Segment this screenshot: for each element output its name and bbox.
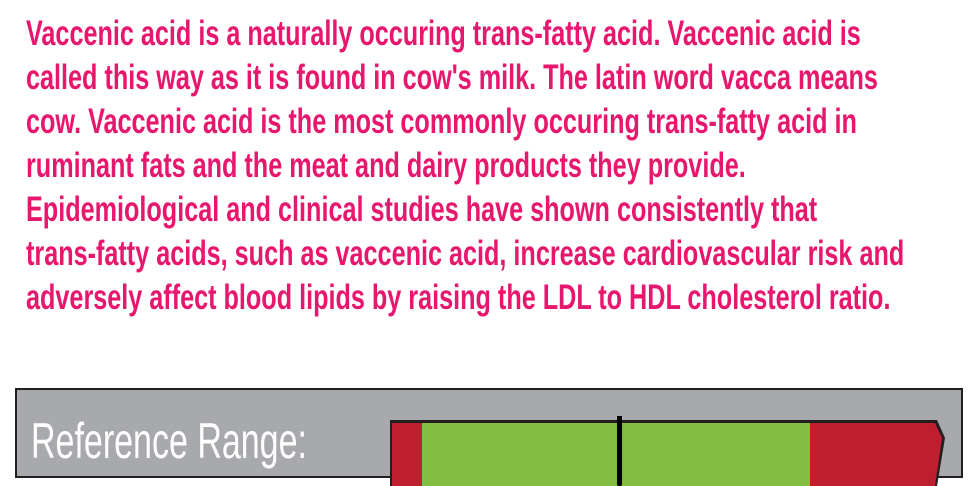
normal-range-segment [422, 423, 810, 486]
description-line: Vaccenic acid is a naturally occuring tr… [26, 14, 861, 53]
description-line: cow. Vaccenic acid is the most commonly … [26, 102, 857, 141]
description-line: adversely affect blood lipids by raising… [26, 278, 891, 317]
high-range-segment [810, 423, 942, 486]
description-line: ruminant fats and the meat and dairy pro… [26, 146, 746, 185]
reference-range-panel: Reference Range: [15, 388, 963, 486]
description-line: Epidemiological and clinical studies hav… [26, 190, 818, 229]
reference-range-label: Reference Range: [31, 413, 307, 469]
description-line: trans-fatty acids, such as vaccenic acid… [26, 234, 905, 273]
value-marker [617, 416, 622, 486]
description-text: Vaccenic acid is a naturally occuring tr… [26, 12, 980, 320]
description-line: called this way as it is found in cow's … [26, 58, 878, 97]
reference-range-bar [390, 416, 945, 486]
low-range-segment [392, 423, 422, 486]
